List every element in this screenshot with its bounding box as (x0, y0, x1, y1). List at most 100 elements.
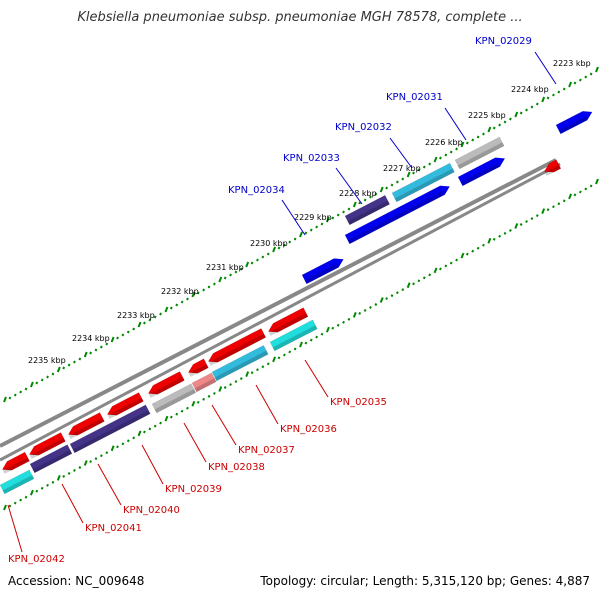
gene-label-reverse[interactable]: KPN_02042 (8, 554, 65, 565)
gene-label-reverse[interactable]: KPN_02035 (330, 397, 387, 408)
gene-label-reverse[interactable]: KPN_02036 (280, 424, 337, 435)
major-tick (191, 400, 196, 407)
leader-line (7, 504, 23, 553)
outer-tick-track (3, 66, 599, 403)
minor-tick (13, 501, 17, 505)
gene-label-reverse[interactable]: KPN_02040 (123, 505, 180, 516)
minor-tick (476, 135, 480, 139)
gene-label-reverse[interactable]: KPN_02037 (238, 445, 295, 456)
gene-reverse-red-1-shade (2, 457, 30, 474)
gene-label-reverse[interactable]: KPN_02039 (165, 484, 222, 495)
gene-reverse-red-4[interactable] (106, 392, 144, 416)
gene-label-forward[interactable]: KPN_02033 (283, 153, 340, 164)
minor-tick (552, 93, 555, 97)
gene-reverse-navy-2[interactable] (69, 404, 151, 454)
gene-forward-sky[interactable] (391, 162, 455, 203)
gene-label-forward[interactable]: KPN_02029 (475, 36, 532, 47)
minor-tick (492, 237, 496, 241)
minor-tick (256, 368, 259, 372)
minor-tick (309, 228, 313, 232)
kbp-label: 2235 kbp (28, 356, 66, 365)
minor-tick (229, 273, 232, 277)
gene-reverse-red-3[interactable] (67, 412, 105, 436)
minor-tick (573, 193, 577, 197)
gene-reverse-cyan-2[interactable] (269, 319, 318, 352)
gene-label-reverse[interactable]: KPN_02038 (208, 462, 265, 473)
gene-reverse-red-2[interactable] (28, 432, 66, 456)
gene-label-forward[interactable]: KPN_02031 (386, 92, 443, 103)
minor-tick (132, 327, 136, 331)
gene-reverse-red-3-shade (68, 417, 105, 439)
minor-tick (266, 252, 270, 256)
major-tick (218, 276, 223, 283)
major-tick (514, 223, 519, 229)
minor-tick (304, 231, 308, 235)
gene-reverse-gray-1[interactable] (151, 383, 197, 414)
minor-tick (482, 132, 485, 136)
minor-tick (363, 308, 367, 312)
gene-reverse-red-6[interactable] (187, 358, 209, 374)
minor-tick (180, 300, 184, 304)
minor-tick (121, 442, 125, 446)
minor-tick (24, 387, 28, 391)
leader-line (61, 483, 84, 524)
minor-tick (589, 184, 593, 188)
minor-tick (202, 288, 206, 292)
gene-forward-navy[interactable] (344, 194, 390, 226)
minor-tick (143, 430, 146, 434)
gene-reverse-cyan-1[interactable] (0, 469, 35, 495)
minor-tick (417, 279, 421, 283)
gene-label-forward[interactable]: KPN_02032 (335, 122, 392, 133)
minor-tick (417, 168, 421, 172)
minor-tick (465, 141, 469, 145)
minor-tick (8, 504, 12, 508)
minor-tick (331, 216, 335, 220)
major-tick (299, 231, 303, 238)
gene-forward-4[interactable] (301, 258, 344, 285)
gene-label-reverse[interactable]: KPN_02041 (85, 523, 142, 534)
gene-forward-gray[interactable] (454, 136, 505, 170)
gene-reverse-red-8-shade (268, 313, 308, 336)
minor-tick (105, 451, 109, 455)
minor-tick (99, 345, 103, 349)
gene-reverse-red-4-shade (107, 397, 144, 419)
minor-tick (186, 297, 189, 301)
leader-line (335, 167, 363, 205)
gene-reverse-sky-1[interactable] (211, 344, 269, 382)
gene-reverse-red-8[interactable] (267, 307, 309, 333)
gene-label-forward[interactable]: KPN_02034 (228, 185, 285, 196)
minor-tick (89, 351, 93, 355)
gene-forward-2[interactable] (457, 157, 506, 187)
minor-tick (498, 123, 502, 127)
minor-tick (465, 252, 469, 256)
gene-forward-red-marker[interactable] (543, 159, 562, 173)
minor-tick (508, 117, 512, 121)
gene-reverse-gray-1-shade (154, 389, 196, 413)
gene-reverse-pink-1[interactable] (191, 372, 217, 393)
kbp-label: 2223 kbp (553, 59, 591, 68)
gene-forward-3[interactable] (344, 185, 451, 245)
minor-tick (250, 371, 254, 375)
minor-tick (449, 150, 453, 154)
minor-tick (390, 294, 394, 298)
minor-tick (412, 171, 415, 175)
gene-reverse-red-1[interactable] (1, 451, 30, 471)
minor-tick (320, 222, 324, 226)
minor-tick (304, 341, 308, 345)
gene-reverse-navy-1[interactable] (29, 444, 73, 474)
major-tick (137, 430, 142, 437)
minor-tick (148, 318, 152, 322)
gene-forward-1[interactable] (555, 110, 593, 135)
minor-tick (503, 120, 507, 124)
gene-reverse-red-7[interactable] (207, 328, 267, 363)
kbp-label: 2232 kbp (161, 287, 199, 296)
minor-tick (266, 362, 270, 366)
minor-tick (385, 186, 389, 190)
minor-tick (439, 267, 442, 271)
gene-reverse-red-5[interactable] (147, 371, 185, 395)
major-tick (56, 474, 61, 481)
minor-tick (67, 363, 71, 367)
major-tick (29, 381, 34, 388)
minor-tick (126, 439, 130, 443)
minor-tick (159, 421, 162, 425)
